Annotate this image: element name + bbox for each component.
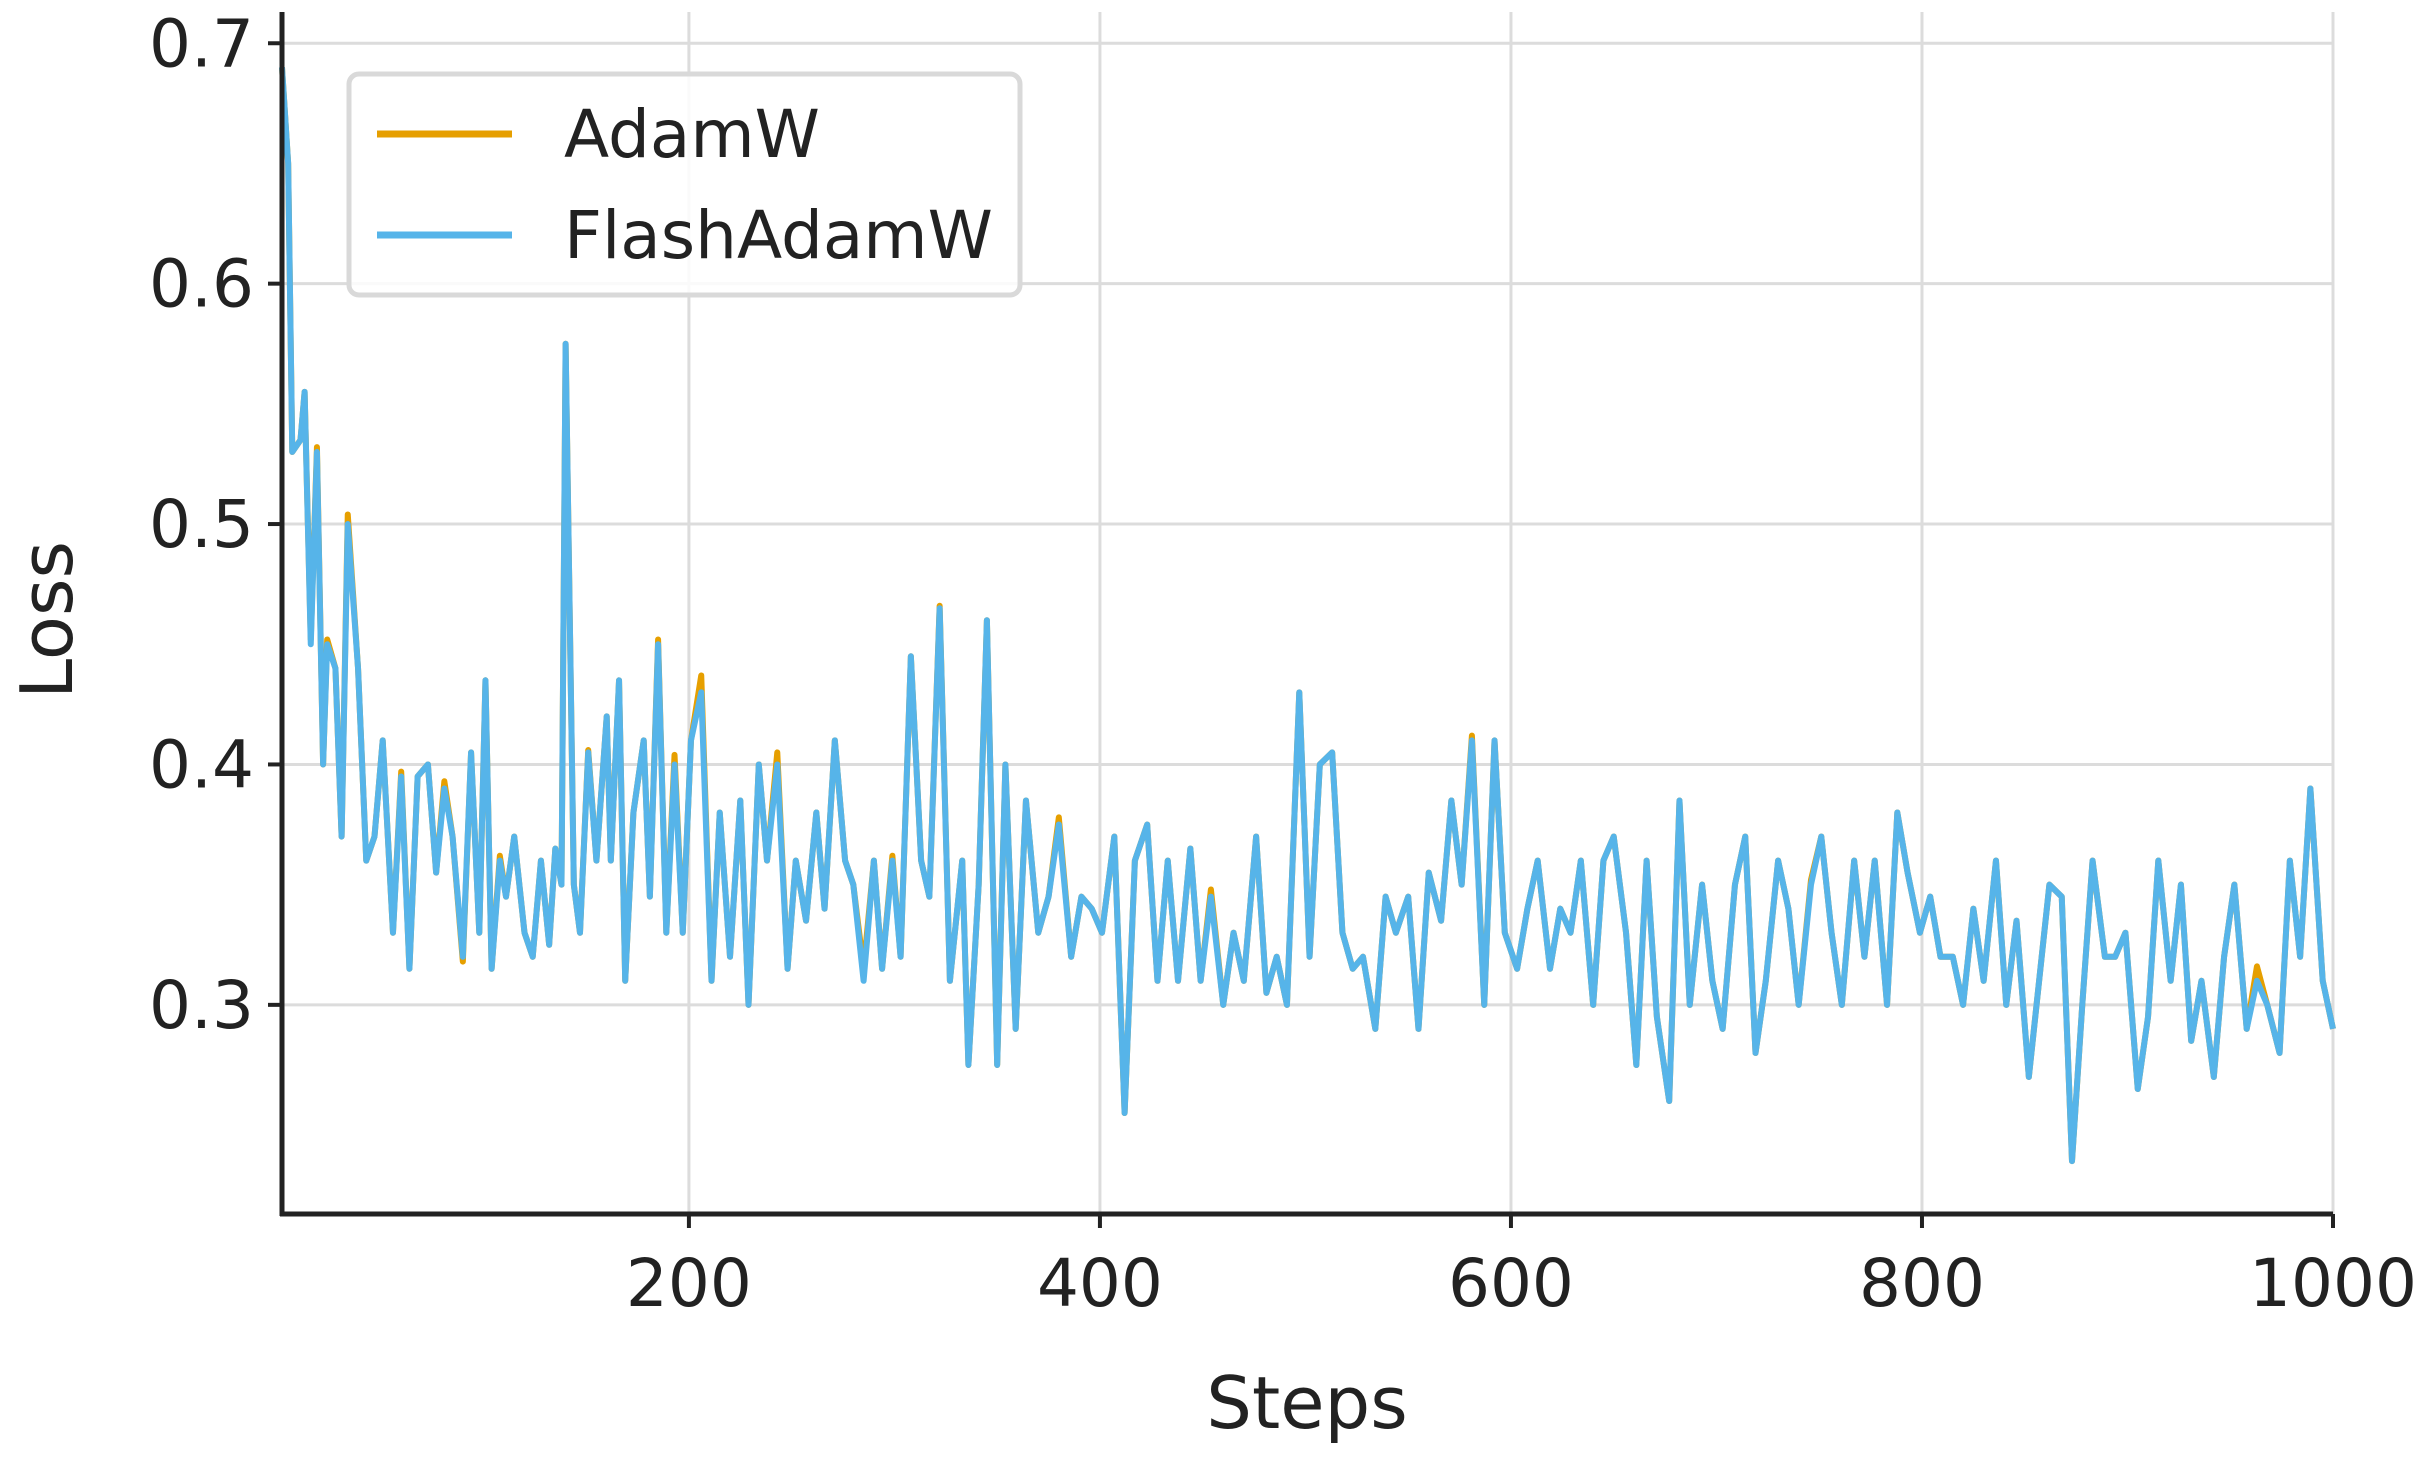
plot-area	[279, 67, 2336, 1165]
x-axis-label: Steps	[1206, 1361, 1407, 1445]
x-tick-label: 800	[1859, 1245, 1985, 1322]
y-tick-label: 0.3	[149, 967, 254, 1044]
line-series	[279, 67, 2336, 1165]
y-tick-label: 0.4	[149, 726, 254, 803]
legend-label: FlashAdamW	[564, 197, 993, 274]
x-tick-label: 600	[1448, 1245, 1574, 1322]
y-tick-label: 0.5	[149, 486, 254, 563]
legend-box	[346, 71, 1023, 298]
grid	[282, 12, 2335, 1214]
y-tick-label: 0.7	[149, 5, 254, 82]
x-tick-label: 1000	[2249, 1245, 2417, 1322]
y-tick-label: 0.6	[149, 246, 254, 323]
axes: 200 400 600 800 1000 0.3 0.4 0.5 0.6 0.7	[149, 5, 2417, 1322]
y-axis-label: Loss	[5, 541, 89, 699]
legend: AdamW FlashAdamW	[346, 71, 1023, 298]
x-tick-label: 200	[626, 1245, 752, 1322]
legend-label: AdamW	[564, 96, 820, 173]
x-tick-label: 400	[1037, 1245, 1163, 1322]
